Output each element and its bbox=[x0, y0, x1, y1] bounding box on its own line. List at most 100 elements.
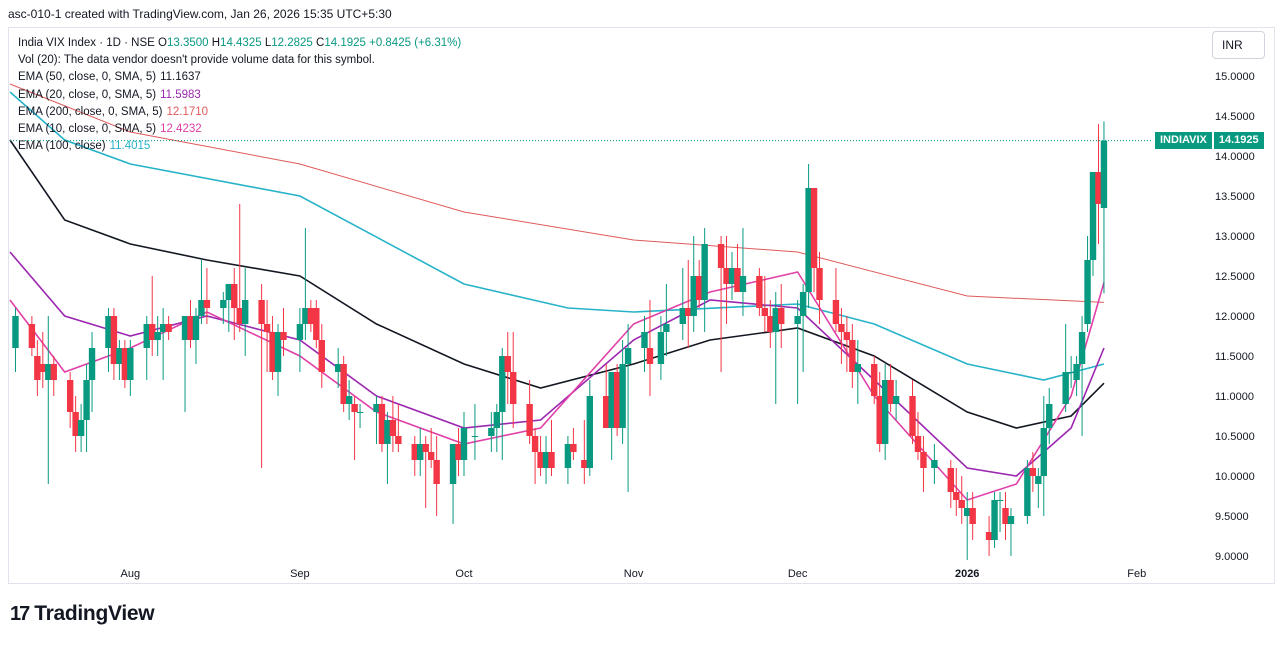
x-tick-label: Nov bbox=[624, 568, 644, 580]
ema-legend-label: EMA (200, close, 0, SMA, 5) bbox=[18, 105, 163, 118]
candle bbox=[570, 428, 577, 460]
candle-body bbox=[564, 444, 572, 468]
candle-body bbox=[876, 396, 883, 444]
candle-body bbox=[384, 420, 391, 444]
candle-body bbox=[843, 332, 851, 340]
candle-body bbox=[127, 348, 134, 380]
candle-body bbox=[154, 332, 161, 340]
candle-body bbox=[455, 444, 462, 460]
candle bbox=[542, 436, 550, 484]
y-tick-label: 11.5000 bbox=[1215, 351, 1254, 363]
candle bbox=[378, 396, 386, 452]
candle-body bbox=[159, 324, 167, 332]
candle bbox=[734, 244, 741, 292]
candle-body bbox=[45, 364, 52, 380]
candle bbox=[564, 436, 572, 484]
candle-body bbox=[12, 316, 19, 348]
candle bbox=[242, 268, 249, 356]
candle-body bbox=[641, 332, 648, 348]
candle-body bbox=[799, 292, 807, 316]
candle bbox=[220, 292, 227, 324]
candle-body bbox=[537, 452, 544, 468]
x-tick-label: Sep bbox=[290, 568, 310, 580]
high-value: 14.4325 bbox=[220, 37, 262, 49]
candle bbox=[619, 340, 626, 444]
candle-body bbox=[887, 380, 894, 404]
ema-legend-label: EMA (100, close) bbox=[18, 140, 106, 153]
candle bbox=[909, 380, 916, 444]
candle bbox=[1095, 124, 1102, 244]
ema-line bbox=[9, 83, 1105, 303]
candle-body bbox=[953, 492, 960, 500]
ema-legend-label: EMA (20, close, 0, SMA, 5) bbox=[18, 88, 157, 101]
candle-body bbox=[958, 500, 965, 508]
candle-body bbox=[1002, 508, 1009, 524]
currency-button[interactable]: INR bbox=[1212, 31, 1265, 59]
candle-body bbox=[449, 444, 457, 484]
candle bbox=[422, 436, 429, 508]
candle-body bbox=[756, 276, 763, 308]
candle-body bbox=[985, 532, 993, 540]
y-tick-label: 14.5000 bbox=[1215, 111, 1255, 123]
y-tick-label: 14.0000 bbox=[1215, 151, 1255, 163]
y-tick-label: 9.0000 bbox=[1215, 551, 1249, 563]
candle bbox=[756, 268, 763, 316]
candle bbox=[225, 284, 232, 332]
candle bbox=[767, 300, 774, 348]
price-badge-symbol: INDIAVIX bbox=[1155, 132, 1212, 150]
candle bbox=[307, 300, 315, 332]
candle bbox=[985, 516, 993, 556]
candle bbox=[417, 428, 424, 476]
candle-body bbox=[996, 500, 1004, 501]
candle-body bbox=[411, 444, 418, 460]
candle bbox=[761, 276, 769, 332]
candle-body bbox=[334, 364, 342, 372]
candle-body bbox=[263, 324, 271, 332]
candle-body bbox=[121, 348, 129, 380]
candle-body bbox=[510, 372, 517, 404]
candle-body bbox=[345, 396, 353, 404]
candle bbox=[345, 380, 353, 420]
candle bbox=[685, 260, 692, 348]
candle bbox=[586, 380, 593, 476]
candle bbox=[165, 316, 172, 340]
candle bbox=[510, 332, 517, 428]
close-label: C bbox=[316, 37, 325, 49]
candle-body bbox=[340, 364, 347, 404]
candle bbox=[455, 428, 462, 476]
ema-legend-value: 11.4015 bbox=[109, 140, 151, 153]
candle bbox=[739, 228, 747, 316]
candle-body bbox=[504, 356, 511, 372]
candle bbox=[871, 356, 878, 404]
candle bbox=[258, 284, 265, 468]
candle bbox=[269, 316, 276, 380]
close-value: 14.1925 bbox=[324, 37, 366, 49]
candle bbox=[159, 308, 167, 380]
candle bbox=[953, 468, 960, 516]
candle-body bbox=[313, 308, 320, 340]
tradingview-logo[interactable]: 17 TradingView bbox=[10, 602, 155, 626]
candle bbox=[488, 412, 495, 452]
candle bbox=[608, 372, 615, 460]
candle-body bbox=[657, 332, 665, 364]
chart-frame bbox=[8, 27, 1275, 584]
open-label: O bbox=[158, 37, 167, 49]
x-tick-label: 2026 bbox=[955, 568, 979, 580]
ema-legend-row: EMA (10, close, 0, SMA, 5) 12.4232 bbox=[18, 121, 461, 138]
candle-body bbox=[914, 436, 922, 452]
candle bbox=[613, 364, 621, 436]
candle-body bbox=[143, 324, 150, 348]
candle-body bbox=[1035, 476, 1042, 484]
candle bbox=[449, 444, 457, 524]
symbol-label: India VIX Index · 1D · NSE bbox=[18, 37, 155, 49]
candle-body bbox=[947, 468, 954, 492]
ema-legend-label: EMA (50, close, 0, SMA, 5) bbox=[18, 71, 157, 84]
candle bbox=[263, 300, 271, 372]
candle-body bbox=[701, 244, 708, 300]
candle bbox=[1002, 492, 1009, 540]
volume-row: Vol (20): The data vendor doesn't provid… bbox=[18, 54, 375, 67]
candle bbox=[181, 316, 189, 412]
candle bbox=[1084, 236, 1091, 332]
candle bbox=[892, 380, 900, 420]
